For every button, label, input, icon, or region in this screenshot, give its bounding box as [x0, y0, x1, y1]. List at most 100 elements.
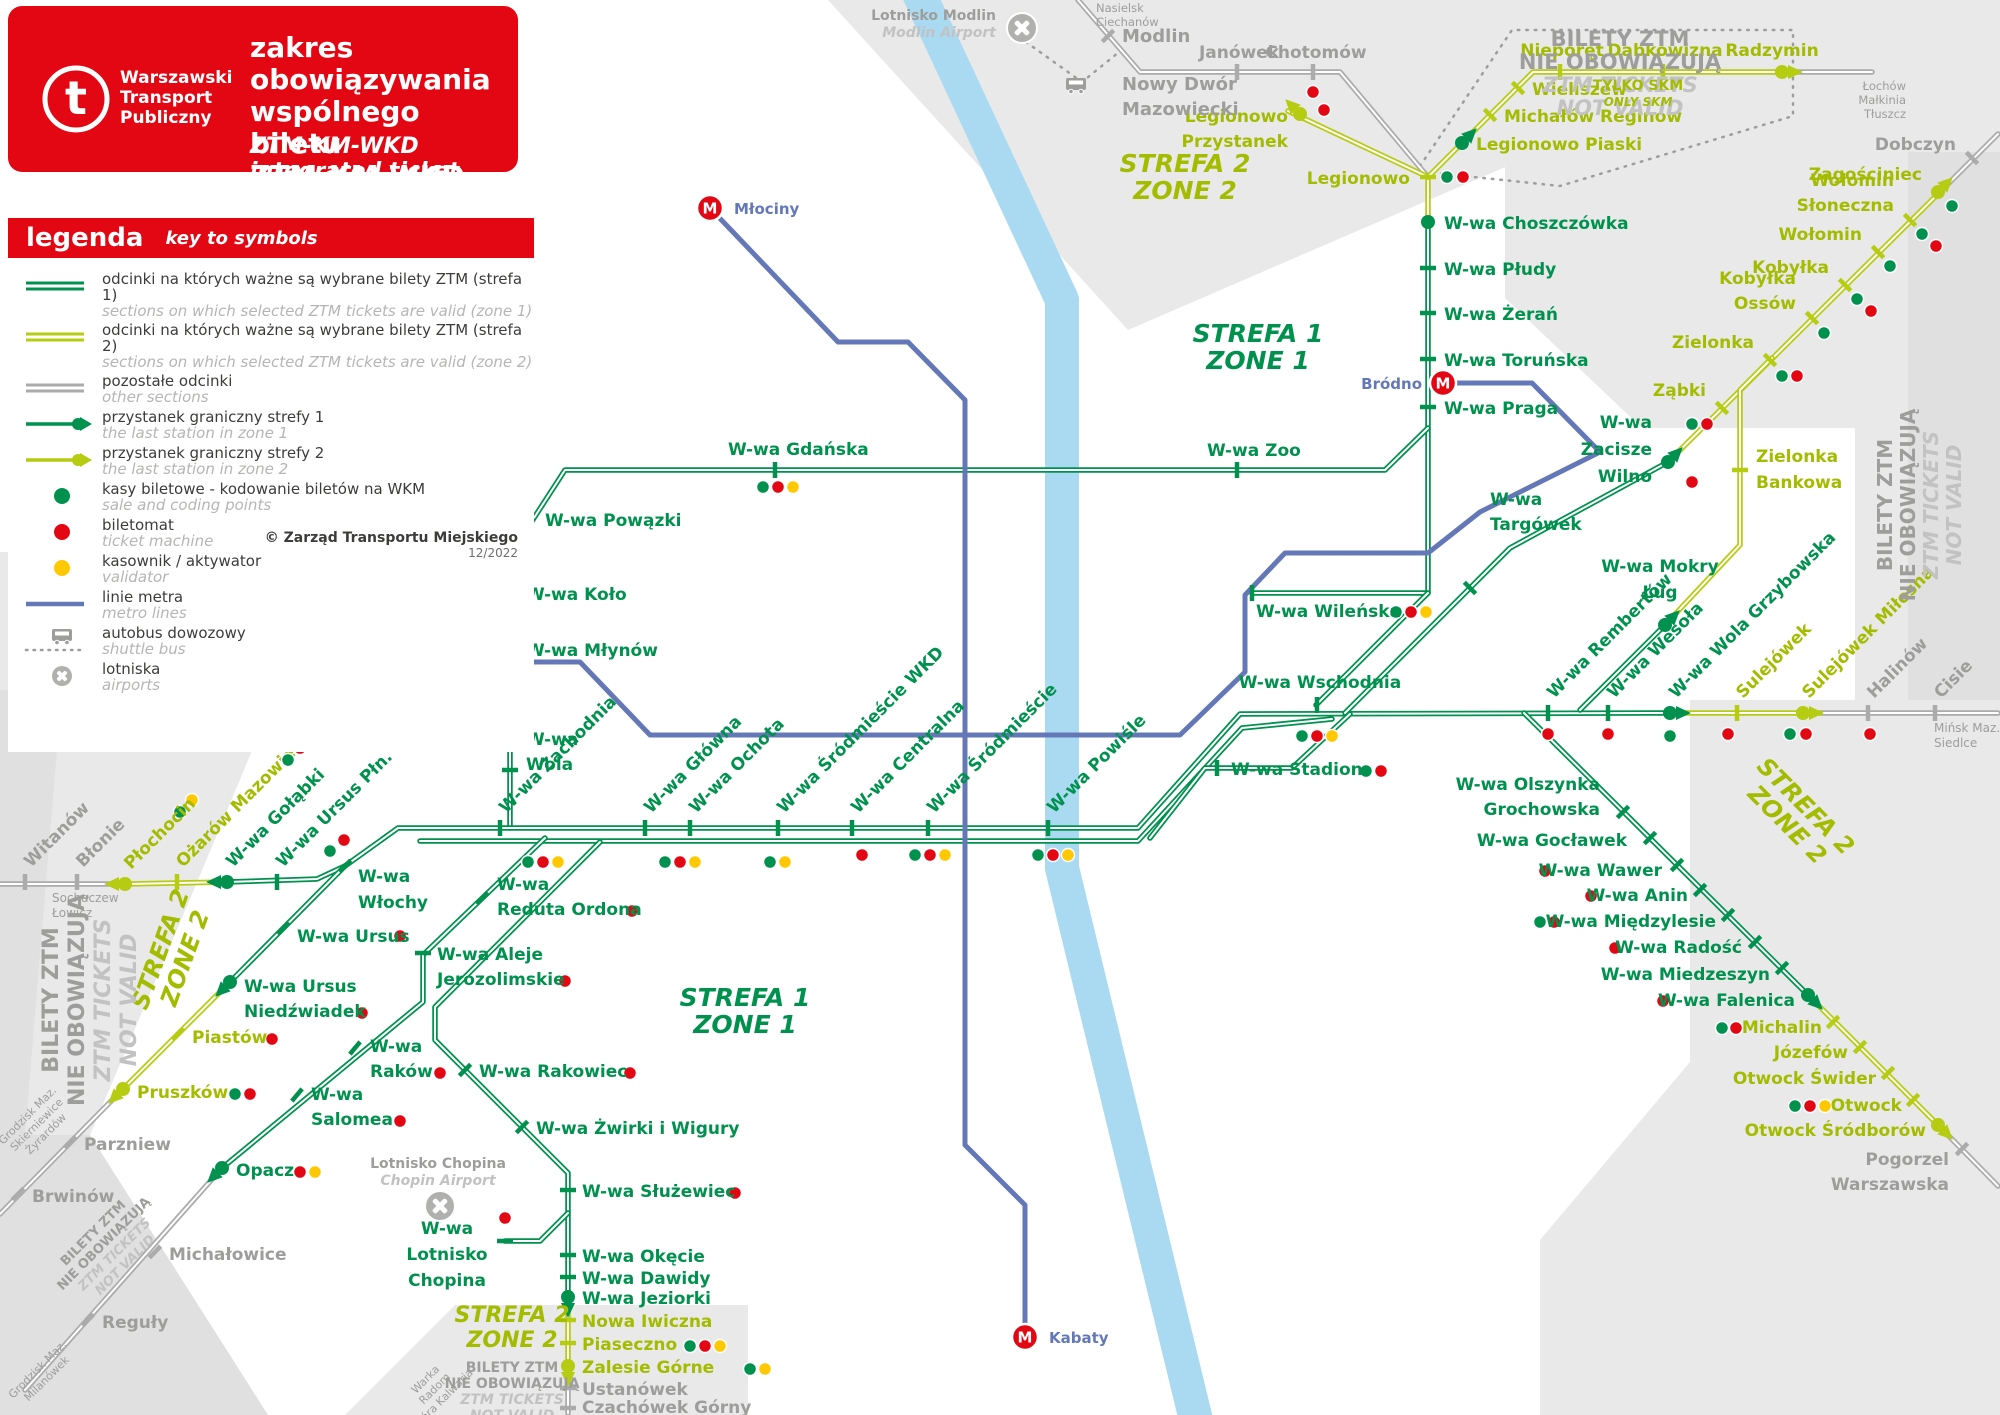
station-label-w-wa-goc-awek: W-wa Gocławek: [1477, 831, 1628, 851]
chopin-airport-label: Lotnisko Chopina Chopin Airport: [370, 1156, 506, 1189]
station-zago-ciniec: Zagościniec: [1809, 165, 1960, 214]
station-label-z-bki: Ząbki: [1653, 381, 1706, 401]
zone-boundary-arrow-icon: [1661, 447, 1683, 469]
station-piaseczno: Piaseczno: [560, 1335, 728, 1355]
station-label-w-wa-wola: W-wa Wola: [526, 730, 578, 775]
ticket-office-dot: [1030, 847, 1046, 863]
station-label-w-wa-s-u-ewiec: W-wa Służewiec: [582, 1182, 735, 1202]
station-label-w-wa-dawidy: W-wa Dawidy: [582, 1269, 711, 1289]
station-label-w-wa-r-dmie-cie: W-wa Śródmieście: [922, 678, 1061, 817]
station-w-wa-targ-wek: W-wa Targówek: [1462, 490, 1582, 596]
shuttle-bus-icon: [1066, 78, 1086, 95]
station-label-w-wa-mi-dzylesie: W-wa Międzylesie: [1546, 912, 1716, 932]
station-w-wa-reduta-ordona: W-wa Reduta Ordona: [474, 875, 642, 920]
ticket-machine-dot: [264, 1031, 280, 1047]
station-w-wa-praga: W-wa Praga: [1420, 399, 1558, 419]
validator-dot: [1324, 728, 1340, 744]
ticket-machine-dot: [354, 1005, 370, 1021]
nasielsk: Nasielsk Ciechanów: [1096, 1, 1159, 29]
station-label-d-bkowizna: Dąbkowizna: [1607, 41, 1722, 61]
station-label-w-wa-p-udy: W-wa Płudy: [1444, 260, 1556, 280]
page-title: zakres obowiązywania wspólnego biletu ZT…: [250, 31, 491, 192]
tylko-skm: TYLKO SKM ONLY SKM: [1593, 78, 1683, 109]
sochaczew: Sochaczew Łowicz: [51, 891, 119, 920]
zone-boundary-arrow-icon: [1285, 99, 1307, 121]
background-region: [1908, 152, 2000, 700]
line-metro-icon: [26, 601, 84, 607]
station-label-piaseczno: Piaseczno: [582, 1335, 677, 1355]
station-niepor-t: Nieporęt: [1520, 41, 1604, 80]
legend-item-text: odcinki na których ważne są wybrane bile…: [102, 322, 534, 370]
station-label-w-wa-zoo: W-wa Zoo: [1207, 441, 1301, 461]
brand-line: Transport: [120, 88, 213, 108]
river-vistula: [903, 0, 1213, 1415]
line-other-icon: [26, 383, 84, 393]
station-label-radzymin: Radzymin: [1725, 41, 1818, 61]
station-label-micha-w-regin-w: Michałów Reginów: [1504, 107, 1682, 127]
legend-label-pl: przystanek graniczny strefy 1: [102, 408, 325, 426]
station-marker: [337, 858, 353, 874]
validator-dot: [307, 1164, 323, 1180]
legend-item-text: kasy biletowe - kodowanie biletów na WKM…: [102, 481, 425, 513]
station-marker: [62, 1134, 78, 1150]
map-header: t Warszawski Transport Publiczny zakres …: [8, 6, 518, 192]
station-label-w-wa-lotnisko-chopina: W-wa Lotnisko Chopina: [406, 1219, 487, 1291]
station-label-w-wa-choszcz-wka: W-wa Choszczówka: [1444, 214, 1629, 234]
ticket-machine-dot: [1540, 726, 1556, 742]
station-label-w-wa-anin: W-wa Anin: [1587, 886, 1688, 906]
line-trunk1: [342, 710, 1676, 869]
zone2-bottom: STREFA 2 ZONE 2: [454, 1303, 569, 1353]
station-marker: [10, 1186, 26, 1202]
station-w-wa-ok-cie: W-wa Okęcie: [560, 1247, 705, 1267]
background-region: [1505, 152, 2000, 700]
station-label-pruszk-w: Pruszków: [137, 1083, 228, 1103]
metro-station-kabaty: M Kabaty: [1010, 1322, 1109, 1352]
station-label-w-wa-m-yn-w: W-wa Młynów: [526, 641, 658, 661]
brand-name: Warszawski Transport Publiczny: [120, 68, 232, 128]
station-koby-ka-oss-w: Kobyłka Ossów: [1719, 269, 1832, 341]
validator-dot: [1060, 847, 1076, 863]
station-w-wa-era: W-wa Żerań: [1420, 303, 1558, 325]
station-marker: [170, 1026, 186, 1042]
ticket-machine-dot: [1600, 726, 1616, 742]
station-label-w-wa-miedzeszyn: W-wa Miedzeszyn: [1601, 965, 1770, 985]
station-otwock: Otwock: [1787, 1092, 1921, 1116]
legend-label-en: sale and coding points: [102, 496, 272, 514]
legend-label-en: ticket machine: [102, 532, 214, 550]
station-label-w-wa-falenica: W-wa Falenica: [1658, 991, 1795, 1011]
zone-boundary-arrow-icon: [1658, 610, 1680, 632]
station-label-w-wa-w-ochy: W-wa Włochy: [358, 867, 428, 913]
ticket-office-dot: [742, 1361, 758, 1377]
station-zalesie-g-rne: Zalesie Górne: [561, 1358, 773, 1387]
brand-line: Warszawski: [120, 68, 233, 88]
validator-dot: [712, 1338, 728, 1354]
station-w-wa-dawidy: W-wa Dawidy: [560, 1269, 711, 1289]
station-marker: [1825, 1014, 1841, 1030]
station-piast-w: Piastów: [170, 1026, 280, 1048]
zone-boundary-arrow-icon: [207, 1161, 229, 1183]
station-marker: [1880, 1065, 1896, 1081]
ticket-office-dot: [1944, 198, 1960, 214]
station-label-ustan-wek: Ustanówek: [582, 1380, 689, 1400]
station-zielonka: Zielonka: [1672, 333, 1805, 384]
station-modlin: Modlin: [1100, 26, 1190, 47]
ticket-machine-dot: [622, 1065, 638, 1081]
ticket-machine-dot: [1720, 726, 1736, 742]
ticket-machine-dot: [1863, 303, 1879, 319]
ticket-office-dot: [1782, 726, 1798, 742]
station-label-modlin: Modlin: [1122, 26, 1190, 47]
wtp-logo-icon: t: [42, 65, 110, 133]
line-bankowa-green: [1577, 622, 1668, 713]
ticket-machine-dot: [1862, 726, 1878, 742]
ticket-office-dot: [762, 854, 778, 870]
validator-dot: [687, 854, 703, 870]
validator-dot: [1817, 1098, 1833, 1114]
background-region: [0, 690, 62, 1135]
station-w-wa-w-ochy: W-wa Włochy: [322, 832, 428, 913]
station-w-wa-p-udy: W-wa Płudy: [1420, 260, 1556, 280]
station-koby-ka: Kobyłka: [1752, 258, 1879, 319]
notvalid-left: BILETY ZTMNIE OBOWIĄZUJĄZTM TICKETSNOT V…: [39, 894, 142, 1106]
station-marker: [1837, 277, 1853, 293]
background-region: [828, 0, 2000, 330]
station-d-bkowizna: Dąbkowizna: [1607, 41, 1723, 80]
